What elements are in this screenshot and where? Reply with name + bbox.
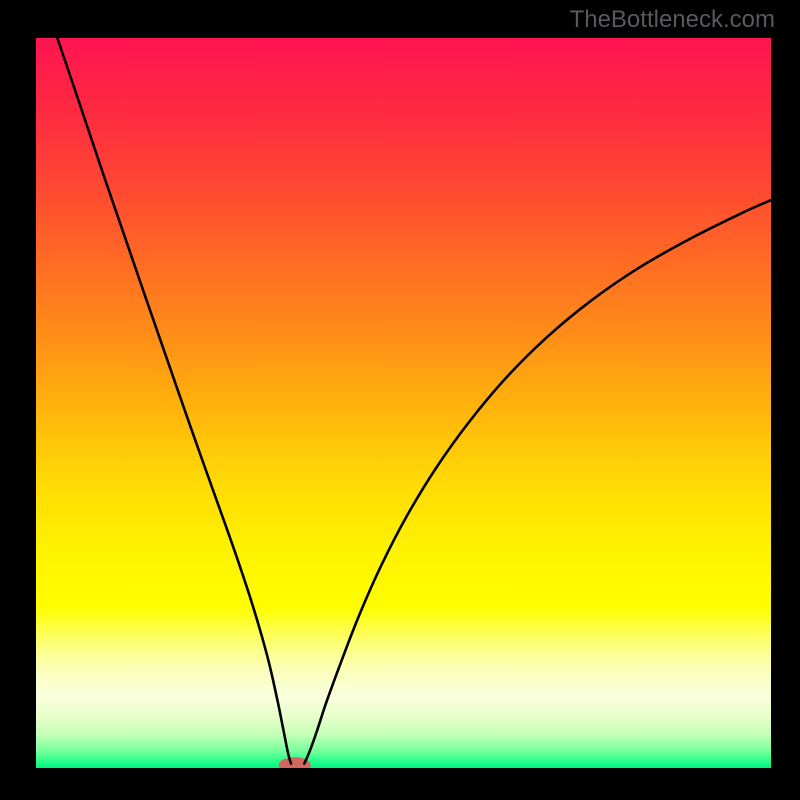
outer-frame: TheBottleneck.com bbox=[0, 0, 800, 800]
plot-area bbox=[36, 38, 771, 768]
gradient-background bbox=[36, 38, 771, 768]
watermark-text: TheBottleneck.com bbox=[570, 6, 775, 34]
bottleneck-chart bbox=[36, 38, 771, 768]
